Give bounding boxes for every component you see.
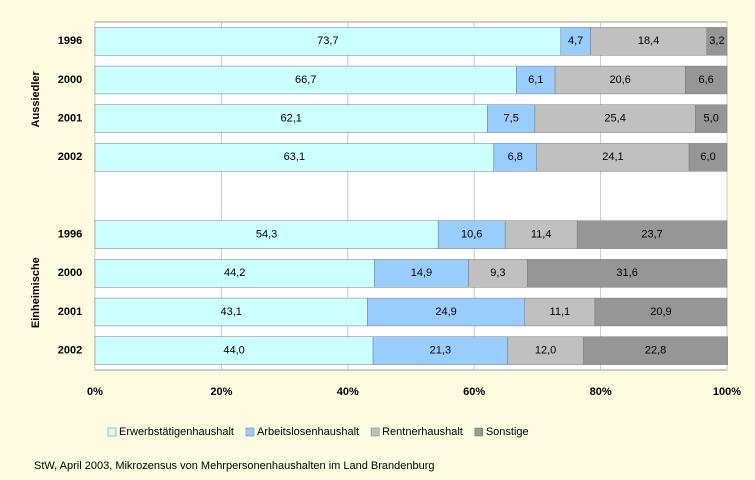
group-label: Aussiedler bbox=[30, 70, 42, 127]
data-label: 11,4 bbox=[531, 229, 552, 241]
bar-segment bbox=[94, 336, 374, 365]
data-label: 24,1 bbox=[602, 151, 623, 163]
bar-segment bbox=[534, 104, 696, 133]
y-tick-label: 2002 bbox=[58, 151, 82, 163]
bar-segment bbox=[94, 143, 495, 172]
bar-segment bbox=[507, 336, 584, 365]
bar-segment bbox=[468, 259, 528, 288]
bar-segment bbox=[554, 65, 686, 95]
x-tick-label: 80% bbox=[590, 386, 612, 398]
x-tick-label: 20% bbox=[210, 386, 232, 398]
x-tick-label: 40% bbox=[337, 386, 359, 398]
bar-segment bbox=[367, 297, 526, 327]
bar-segment bbox=[516, 65, 556, 95]
data-label: 23,7 bbox=[641, 229, 662, 241]
legend-swatch bbox=[245, 427, 255, 437]
bar-segment bbox=[493, 143, 538, 172]
data-label: 62,1 bbox=[281, 113, 302, 125]
bar-segment bbox=[688, 143, 728, 172]
data-label: 12,0 bbox=[535, 345, 556, 357]
data-label: 20,9 bbox=[650, 306, 671, 318]
data-label: 73,7 bbox=[317, 35, 338, 47]
bar-segment bbox=[576, 220, 728, 249]
group-label: Einheimische bbox=[30, 257, 42, 328]
data-label: 3,2 bbox=[709, 35, 724, 47]
bar-segment bbox=[560, 27, 591, 56]
bar-segment bbox=[437, 220, 506, 249]
data-label: 44,0 bbox=[223, 345, 244, 357]
bar-segment bbox=[524, 297, 596, 327]
bar-segment bbox=[94, 220, 439, 249]
data-label: 25,4 bbox=[604, 113, 625, 125]
data-label: 20,6 bbox=[609, 74, 630, 86]
bar-segment bbox=[94, 104, 488, 133]
data-label: 18,4 bbox=[638, 35, 659, 47]
data-label: 5,0 bbox=[704, 113, 719, 125]
bar-segment bbox=[685, 65, 728, 95]
legend-label: Rentnerhaushalt bbox=[382, 426, 463, 438]
data-label: 44,2 bbox=[224, 267, 245, 279]
x-tick-label: 0% bbox=[87, 386, 103, 398]
y-tick-label: 2000 bbox=[58, 267, 82, 279]
data-label: 6,8 bbox=[508, 151, 523, 163]
bar-segment bbox=[94, 27, 562, 56]
data-label: 43,1 bbox=[220, 306, 241, 318]
legend-label: Sonstige bbox=[486, 426, 529, 438]
bar-segment bbox=[487, 104, 536, 133]
data-label: 10,6 bbox=[461, 229, 482, 241]
legend-swatch bbox=[370, 427, 380, 437]
data-label: 21,3 bbox=[430, 345, 451, 357]
y-tick-label: 1996 bbox=[58, 229, 82, 241]
data-label: 6,1 bbox=[528, 74, 543, 86]
y-tick-label: 2002 bbox=[58, 345, 82, 357]
data-label: 7,5 bbox=[504, 113, 519, 125]
data-label: 6,0 bbox=[700, 151, 715, 163]
bar-segment bbox=[706, 27, 728, 56]
bar-segment bbox=[594, 297, 728, 327]
data-label: 6,6 bbox=[698, 74, 713, 86]
data-label: 11,1 bbox=[550, 306, 571, 318]
y-tick-label: 1996 bbox=[58, 35, 82, 47]
bar-segment bbox=[372, 336, 508, 365]
data-label: 66,7 bbox=[295, 74, 316, 86]
bar-segment bbox=[374, 259, 469, 288]
legend-label: Arbeitslosenhaushalt bbox=[257, 426, 359, 438]
bar-segment bbox=[583, 336, 728, 365]
y-tick-label: 2001 bbox=[58, 306, 82, 318]
data-label: 54,3 bbox=[256, 229, 277, 241]
bar-segment bbox=[527, 259, 728, 288]
x-tick-label: 100% bbox=[713, 386, 741, 398]
data-label: 24,9 bbox=[435, 306, 456, 318]
data-label: 63,1 bbox=[284, 151, 305, 163]
bar-segment bbox=[94, 259, 375, 288]
data-label: 22,8 bbox=[645, 345, 666, 357]
y-tick-label: 2001 bbox=[58, 113, 82, 125]
legend-swatch bbox=[474, 427, 484, 437]
data-label: 9,3 bbox=[490, 267, 505, 279]
bar-segment bbox=[695, 104, 728, 133]
legend-label: Erwerbstätigenhaushalt bbox=[119, 426, 234, 438]
bar-segment bbox=[94, 65, 517, 95]
source-note: StW, April 2003, Mikrozensus von Mehrper… bbox=[34, 460, 435, 472]
y-tick-label: 2000 bbox=[58, 74, 82, 86]
data-label: 14,9 bbox=[411, 267, 432, 279]
x-tick-label: 60% bbox=[463, 386, 485, 398]
legend-swatch bbox=[107, 427, 117, 437]
data-label: 31,6 bbox=[616, 267, 637, 279]
bar-segment bbox=[590, 27, 708, 56]
bar-segment bbox=[536, 143, 690, 172]
data-label: 4,7 bbox=[568, 35, 583, 47]
